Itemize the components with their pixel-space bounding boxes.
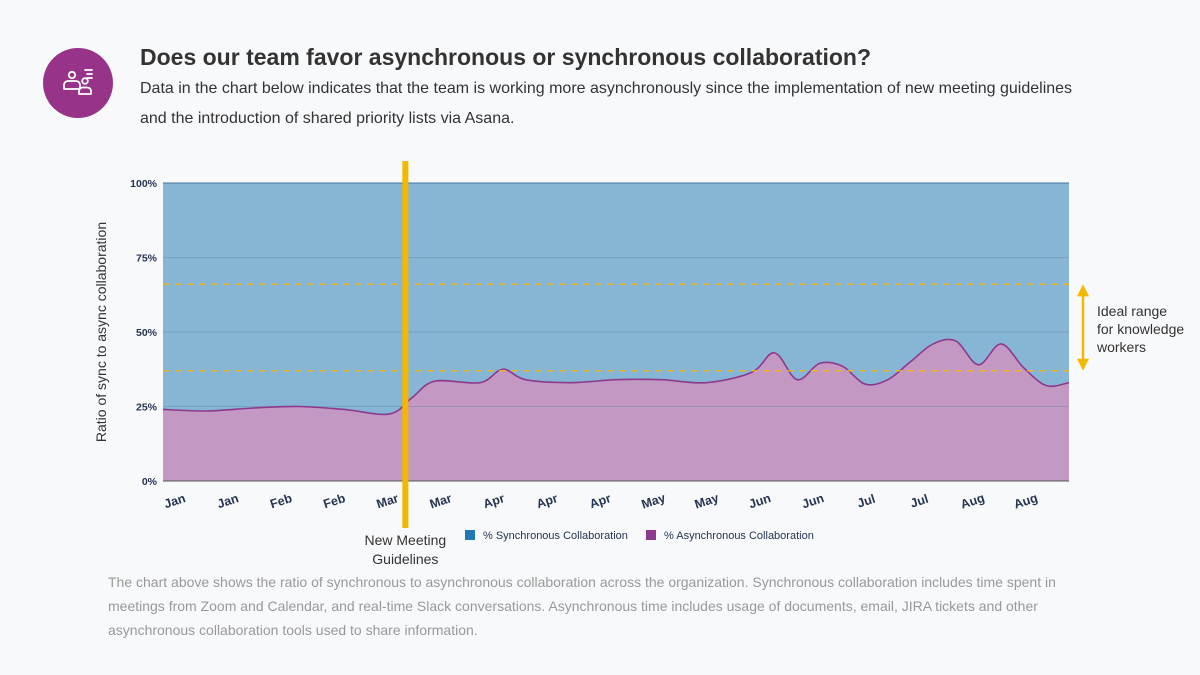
x-tick-label: Aug xyxy=(959,491,986,512)
x-tick-label: Jul xyxy=(855,492,877,511)
arrow-up-icon xyxy=(1077,284,1089,297)
x-tick-label: Mar xyxy=(375,491,401,511)
x-tick-label: Apr xyxy=(481,491,506,511)
legend-swatch xyxy=(646,530,656,540)
legend-swatch xyxy=(465,530,475,540)
x-tick-label: May xyxy=(640,491,667,512)
y-tick-label: 100% xyxy=(130,178,158,190)
x-tick-label: Feb xyxy=(268,491,294,511)
event-marker-label: Guidelines xyxy=(372,551,438,567)
async-area xyxy=(163,339,1069,481)
logo-badge xyxy=(43,48,113,118)
ideal-range-label: for knowledge xyxy=(1097,321,1184,337)
arrow-down-icon xyxy=(1077,358,1089,371)
page-subtitle: Data in the chart below indicates that t… xyxy=(140,80,1073,127)
x-tick-label: Feb xyxy=(322,491,348,511)
chart-description: The chart above shows the ratio of synch… xyxy=(108,574,1056,638)
x-tick-label: Jan xyxy=(216,491,241,511)
legend-label: % Synchronous Collaboration xyxy=(483,530,628,542)
x-tick-label: Jun xyxy=(747,491,772,511)
y-tick-label: 0% xyxy=(142,476,158,488)
ideal-range-label: workers xyxy=(1096,339,1146,355)
x-tick-label: Jun xyxy=(800,491,825,511)
event-marker-label: New Meeting xyxy=(365,532,447,548)
x-tick-label: Jan xyxy=(162,491,187,511)
x-tick-label: Aug xyxy=(1012,491,1039,512)
x-tick-label: Apr xyxy=(588,491,613,511)
async-series-line xyxy=(162,338,1070,416)
y-tick-label: 25% xyxy=(136,402,158,414)
y-tick-label: 50% xyxy=(136,327,158,339)
x-tick-label: Mar xyxy=(428,491,454,511)
page-title: Does our team favor asynchronous or sync… xyxy=(140,44,872,70)
ideal-range-label: Ideal range xyxy=(1097,303,1167,319)
x-tick-label: Jul xyxy=(909,492,931,511)
x-tick-label: Apr xyxy=(535,491,560,511)
x-tick-label: May xyxy=(693,491,720,512)
y-tick-label: 75% xyxy=(136,253,158,265)
team-collaboration-icon xyxy=(63,69,93,95)
legend-label: % Asynchronous Collaboration xyxy=(664,530,814,542)
y-axis-label: Ratio of sync to async collaboration xyxy=(93,222,109,442)
